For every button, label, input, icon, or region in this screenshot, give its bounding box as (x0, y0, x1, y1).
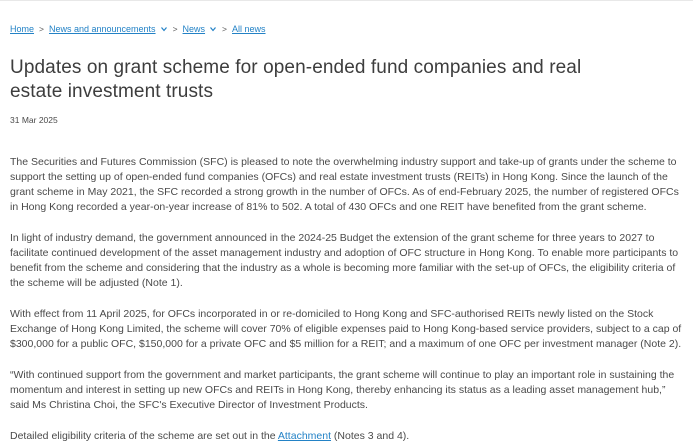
article-body: The Securities and Futures Commission (S… (10, 155, 683, 444)
chevron-down-icon[interactable] (209, 25, 217, 33)
breadcrumb-link-news-and-announcements[interactable]: News and announcements (48, 24, 156, 34)
article-paragraph-3: With effect from 11 April 2025, for OFCs… (10, 308, 682, 350)
attachment-paragraph-prefix: Detailed eligibility criteria of the sch… (10, 430, 278, 442)
article-paragraph-1: The Securities and Futures Commission (S… (10, 156, 679, 213)
article-date: 31 Mar 2025 (10, 115, 58, 125)
breadcrumb-item-all-news: All news (232, 23, 266, 35)
breadcrumb-item-news: News (183, 23, 218, 35)
chevron-down-icon[interactable] (160, 25, 168, 33)
article-paragraph-2: In light of industry demand, the governm… (10, 232, 679, 289)
breadcrumb: Home > News and announcements > News > A… (10, 23, 683, 35)
breadcrumb-item-news-and-announcements: News and announcements (49, 23, 168, 35)
attachment-link[interactable]: Attachment (277, 430, 332, 442)
article-paragraph-4: “With continued support from the governm… (10, 369, 675, 411)
breadcrumb-link-all-news[interactable]: All news (232, 24, 266, 34)
breadcrumb-link-home[interactable]: Home (10, 24, 35, 34)
page-title: Updates on grant scheme for open-ended f… (10, 57, 582, 102)
breadcrumb-item-home: Home (10, 23, 34, 35)
breadcrumb-separator: > (39, 24, 44, 34)
breadcrumb-separator: > (222, 24, 228, 34)
breadcrumb-separator: > (172, 24, 178, 34)
attachment-paragraph-suffix: (Notes 3 and 4). (331, 430, 410, 442)
breadcrumb-link-news[interactable]: News (182, 24, 206, 34)
article-paragraph-attachment: Detailed eligibility criteria of the sch… (10, 429, 683, 444)
